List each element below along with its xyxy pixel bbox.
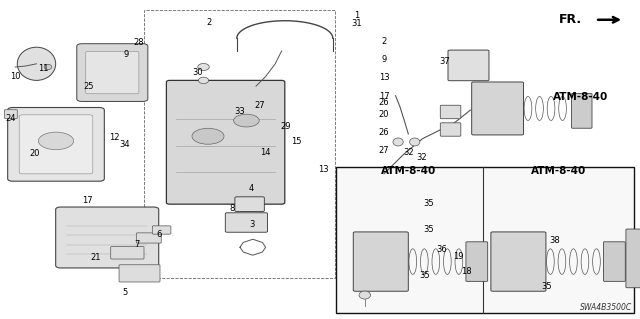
Ellipse shape — [198, 77, 209, 84]
Text: 2: 2 — [381, 37, 387, 46]
Text: 26: 26 — [379, 98, 389, 107]
FancyBboxPatch shape — [152, 226, 171, 234]
FancyBboxPatch shape — [572, 93, 592, 128]
Ellipse shape — [393, 138, 403, 146]
FancyBboxPatch shape — [19, 115, 93, 174]
FancyBboxPatch shape — [466, 242, 488, 281]
Bar — [336, 167, 634, 313]
Text: 33: 33 — [234, 107, 244, 116]
Text: 35: 35 — [423, 225, 433, 234]
Text: 3: 3 — [249, 220, 254, 229]
FancyBboxPatch shape — [353, 232, 408, 291]
Text: 32: 32 — [404, 148, 414, 157]
FancyBboxPatch shape — [8, 108, 104, 181]
Ellipse shape — [44, 64, 52, 70]
FancyBboxPatch shape — [77, 44, 148, 101]
Text: 9: 9 — [124, 50, 129, 59]
FancyBboxPatch shape — [166, 80, 285, 204]
Text: 6: 6 — [156, 230, 161, 239]
Text: ATM-8-40: ATM-8-40 — [381, 166, 436, 176]
FancyBboxPatch shape — [448, 50, 489, 81]
Text: 13: 13 — [318, 165, 328, 174]
Text: 2: 2 — [207, 19, 212, 27]
Text: 19: 19 — [453, 252, 463, 261]
Text: 20: 20 — [29, 149, 40, 158]
Text: 14: 14 — [260, 148, 271, 157]
Text: 8: 8 — [229, 204, 234, 213]
Text: 5: 5 — [123, 288, 128, 297]
Text: 7: 7 — [134, 241, 140, 249]
Text: 4: 4 — [249, 184, 254, 193]
Text: 17: 17 — [379, 92, 389, 100]
Text: 31: 31 — [351, 19, 362, 28]
Text: SWA4B3500C: SWA4B3500C — [580, 303, 632, 312]
Text: 28: 28 — [134, 38, 144, 47]
Text: 1: 1 — [355, 11, 360, 20]
Text: 21: 21 — [91, 253, 101, 262]
Text: 20: 20 — [379, 110, 389, 119]
FancyBboxPatch shape — [491, 232, 546, 291]
Text: 35: 35 — [541, 282, 552, 291]
FancyBboxPatch shape — [604, 242, 625, 281]
Text: 15: 15 — [291, 137, 301, 146]
FancyBboxPatch shape — [111, 247, 144, 259]
Ellipse shape — [17, 47, 56, 80]
Ellipse shape — [234, 114, 259, 127]
FancyBboxPatch shape — [440, 123, 461, 136]
FancyBboxPatch shape — [235, 197, 264, 211]
Text: 29: 29 — [281, 122, 291, 131]
FancyBboxPatch shape — [136, 233, 161, 243]
Text: 17: 17 — [83, 197, 93, 205]
Text: 9: 9 — [381, 55, 387, 64]
Text: 37: 37 — [440, 57, 450, 66]
Text: 25: 25 — [83, 82, 93, 91]
Text: 30: 30 — [192, 68, 202, 77]
FancyBboxPatch shape — [56, 207, 159, 268]
FancyBboxPatch shape — [86, 51, 139, 94]
Text: 18: 18 — [461, 267, 471, 276]
FancyBboxPatch shape — [119, 265, 160, 282]
FancyBboxPatch shape — [626, 229, 640, 288]
Text: 27: 27 — [379, 146, 389, 155]
Ellipse shape — [359, 291, 371, 299]
Bar — [144, 10, 335, 278]
Text: 12: 12 — [109, 133, 119, 142]
Ellipse shape — [410, 138, 420, 146]
FancyBboxPatch shape — [4, 110, 17, 118]
FancyBboxPatch shape — [225, 213, 268, 232]
Ellipse shape — [192, 128, 224, 144]
Text: 11: 11 — [38, 64, 49, 73]
FancyBboxPatch shape — [472, 82, 524, 135]
Text: 13: 13 — [379, 73, 389, 82]
Text: ATM-8-40: ATM-8-40 — [553, 92, 608, 102]
Text: 26: 26 — [379, 128, 389, 137]
Text: 10: 10 — [10, 72, 20, 81]
Text: 32: 32 — [417, 153, 427, 162]
Ellipse shape — [198, 63, 209, 70]
Text: 35: 35 — [423, 199, 433, 208]
Text: 35: 35 — [420, 271, 430, 280]
Text: ATM-8-40: ATM-8-40 — [531, 166, 586, 176]
Ellipse shape — [38, 132, 74, 150]
Text: 27: 27 — [255, 101, 265, 110]
Text: 34: 34 — [119, 140, 129, 149]
FancyBboxPatch shape — [440, 105, 461, 119]
Text: 38: 38 — [550, 236, 560, 245]
Text: 24: 24 — [6, 114, 16, 123]
Text: FR.: FR. — [559, 13, 582, 26]
Text: 36: 36 — [436, 245, 447, 254]
